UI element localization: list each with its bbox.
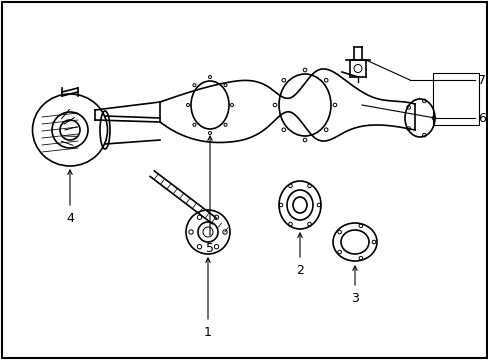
Bar [432, 73, 478, 125]
Text: 6: 6 [477, 112, 485, 125]
Text: 3: 3 [350, 292, 358, 305]
Text: 5: 5 [205, 242, 214, 255]
Text: 4: 4 [66, 212, 74, 225]
Text: 1: 1 [203, 325, 211, 338]
Text: 2: 2 [295, 264, 304, 276]
Text: 7: 7 [477, 73, 485, 86]
